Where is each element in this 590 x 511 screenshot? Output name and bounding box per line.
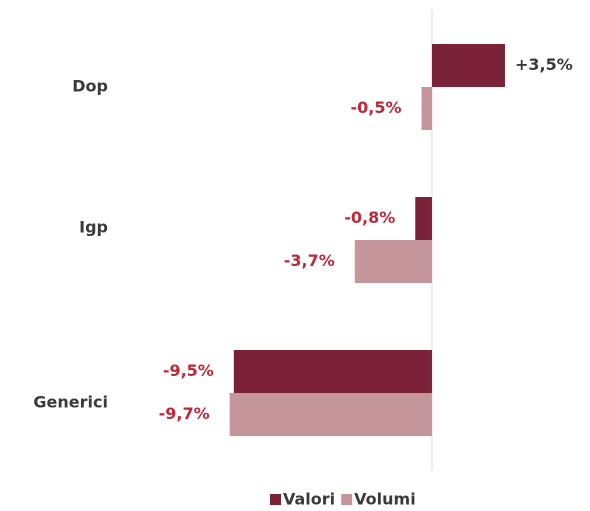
data-label: -0,5%: [351, 98, 402, 117]
legend-label: Valori: [283, 490, 335, 509]
bar: [421, 87, 432, 130]
bar: [354, 240, 432, 283]
bar: [233, 350, 432, 393]
legend-swatch: [341, 494, 353, 505]
category-label: Dop: [72, 77, 108, 96]
category-label: Igp: [79, 218, 108, 237]
category-label: Generici: [33, 393, 108, 412]
data-label: -9,5%: [163, 361, 214, 380]
data-label: -0,8%: [344, 208, 395, 227]
legend-swatch: [270, 494, 281, 505]
bar: [431, 44, 505, 87]
bar: [415, 197, 432, 240]
data-label: -3,7%: [284, 251, 335, 270]
legend-label: Volumi: [354, 490, 416, 509]
data-label: +3,5%: [515, 55, 573, 74]
data-label: -9,7%: [159, 404, 210, 423]
bar: [229, 393, 432, 436]
